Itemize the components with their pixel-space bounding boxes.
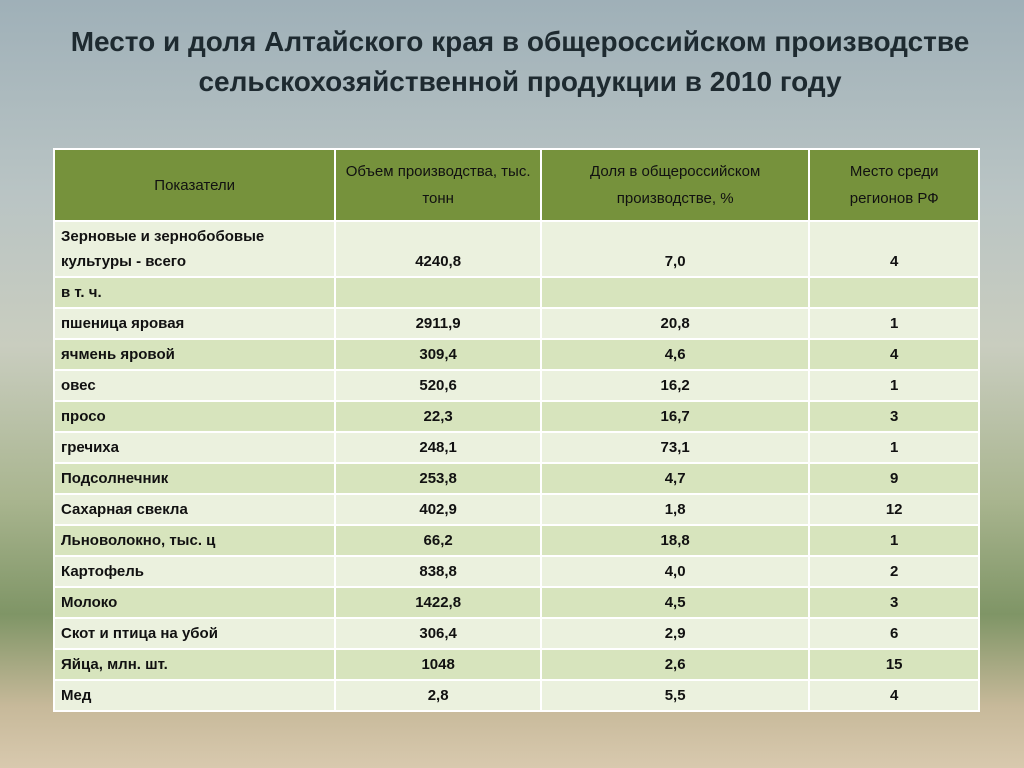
cell: 2,6 bbox=[539, 648, 811, 681]
header-cell: Объем производства, тыс. тонн bbox=[334, 148, 542, 222]
cell: 4,0 bbox=[539, 555, 811, 588]
title-line: сельскохозяйственной продукции в 2010 го… bbox=[198, 66, 842, 97]
cell: 1422,8 bbox=[334, 586, 542, 619]
table-row: Картофель 838,8 4,0 2 bbox=[52, 555, 980, 588]
cell: 1 bbox=[808, 524, 980, 557]
cell: 1,8 bbox=[539, 493, 811, 526]
table-row: Льноволокно, тыс. ц 66,2 18,8 1 bbox=[52, 524, 980, 557]
row-label: пшеница яровая bbox=[52, 307, 337, 340]
cell: 248,1 bbox=[334, 431, 542, 464]
table-row: Яйца, млн. шт. 1048 2,6 15 bbox=[52, 648, 980, 681]
table-row: гречиха 248,1 73,1 1 bbox=[52, 431, 980, 464]
cell: 1048 bbox=[334, 648, 542, 681]
cell: 7,0 bbox=[539, 220, 811, 278]
table-row: просо 22,3 16,7 3 bbox=[52, 400, 980, 433]
cell: 3 bbox=[808, 400, 980, 433]
cell: 309,4 bbox=[334, 338, 542, 371]
cell: 22,3 bbox=[334, 400, 542, 433]
row-label: Льноволокно, тыс. ц bbox=[52, 524, 337, 557]
cell bbox=[808, 276, 980, 309]
table-row: Зерновые и зернобобовые культуры - всего… bbox=[52, 220, 980, 278]
cell: 306,4 bbox=[334, 617, 542, 650]
table-row: Сахарная свекла 402,9 1,8 12 bbox=[52, 493, 980, 526]
row-label: Яйца, млн. шт. bbox=[52, 648, 337, 681]
cell: 16,7 bbox=[539, 400, 811, 433]
table-body: Зерновые и зернобобовые культуры - всего… bbox=[52, 220, 980, 712]
cell: 4,5 bbox=[539, 586, 811, 619]
cell: 15 bbox=[808, 648, 980, 681]
cell bbox=[334, 276, 542, 309]
cell: 73,1 bbox=[539, 431, 811, 464]
row-label: в т. ч. bbox=[52, 276, 337, 309]
table-row: Молоко 1422,8 4,5 3 bbox=[52, 586, 980, 619]
header-cell: Показатели bbox=[52, 148, 337, 222]
cell: 2 bbox=[808, 555, 980, 588]
cell: 4 bbox=[808, 220, 980, 278]
row-label: ячмень яровой bbox=[52, 338, 337, 371]
title-line: Место и доля Алтайского края в общеросси… bbox=[70, 26, 970, 57]
cell: 5,5 bbox=[539, 679, 811, 712]
cell: 4,7 bbox=[539, 462, 811, 495]
cell: 20,8 bbox=[539, 307, 811, 340]
cell: 16,2 bbox=[539, 369, 811, 402]
title: Место и доля Алтайского края в общеросси… bbox=[0, 22, 1024, 102]
table-row: в т. ч. bbox=[52, 276, 980, 309]
cell: 1 bbox=[808, 369, 980, 402]
header-cell: Место среди регионов РФ bbox=[808, 148, 980, 222]
row-label: просо bbox=[52, 400, 337, 433]
cell bbox=[539, 276, 811, 309]
header-row: Показатели Объем производства, тыс. тонн Д… bbox=[52, 148, 980, 222]
row-label: гречиха bbox=[52, 431, 337, 464]
row-label: Мед bbox=[52, 679, 337, 712]
cell: 2,8 bbox=[334, 679, 542, 712]
cell: 520,6 bbox=[334, 369, 542, 402]
cell: 2911,9 bbox=[334, 307, 542, 340]
cell: 6 bbox=[808, 617, 980, 650]
row-label: Молоко bbox=[52, 586, 337, 619]
table-row: пшеница яровая 2911,9 20,8 1 bbox=[52, 307, 980, 340]
cell: 4,6 bbox=[539, 338, 811, 371]
cell: 4 bbox=[808, 679, 980, 712]
cell: 838,8 bbox=[334, 555, 542, 588]
table-row: Мед 2,8 5,5 4 bbox=[52, 679, 980, 712]
row-label: Скот и птица на убой bbox=[52, 617, 337, 650]
row-label: Зерновые и зернобобовые культуры - всего bbox=[52, 220, 337, 278]
row-label: Сахарная свекла bbox=[52, 493, 337, 526]
cell: 12 bbox=[808, 493, 980, 526]
cell: 402,9 bbox=[334, 493, 542, 526]
cell: 1 bbox=[808, 307, 980, 340]
row-label: овес bbox=[52, 369, 337, 402]
row-label: Подсолнечник bbox=[52, 462, 337, 495]
row-label: Картофель bbox=[52, 555, 337, 588]
cell: 253,8 bbox=[334, 462, 542, 495]
cell: 1 bbox=[808, 431, 980, 464]
cell: 9 bbox=[808, 462, 980, 495]
table: Показатели Объем производства, тыс. тонн Д… bbox=[52, 148, 980, 712]
table-row: овес 520,6 16,2 1 bbox=[52, 369, 980, 402]
table-row: Скот и птица на убой 306,4 2,9 6 bbox=[52, 617, 980, 650]
cell: 4240,8 bbox=[334, 220, 542, 278]
cell: 2,9 bbox=[539, 617, 811, 650]
cell: 18,8 bbox=[539, 524, 811, 557]
cell: 3 bbox=[808, 586, 980, 619]
cell: 4 bbox=[808, 338, 980, 371]
table-row: ячмень яровой 309,4 4,6 4 bbox=[52, 338, 980, 371]
header-cell: Доля в общероссийском производстве, % bbox=[539, 148, 811, 222]
table-row: Подсолнечник 253,8 4,7 9 bbox=[52, 462, 980, 495]
cell: 66,2 bbox=[334, 524, 542, 557]
